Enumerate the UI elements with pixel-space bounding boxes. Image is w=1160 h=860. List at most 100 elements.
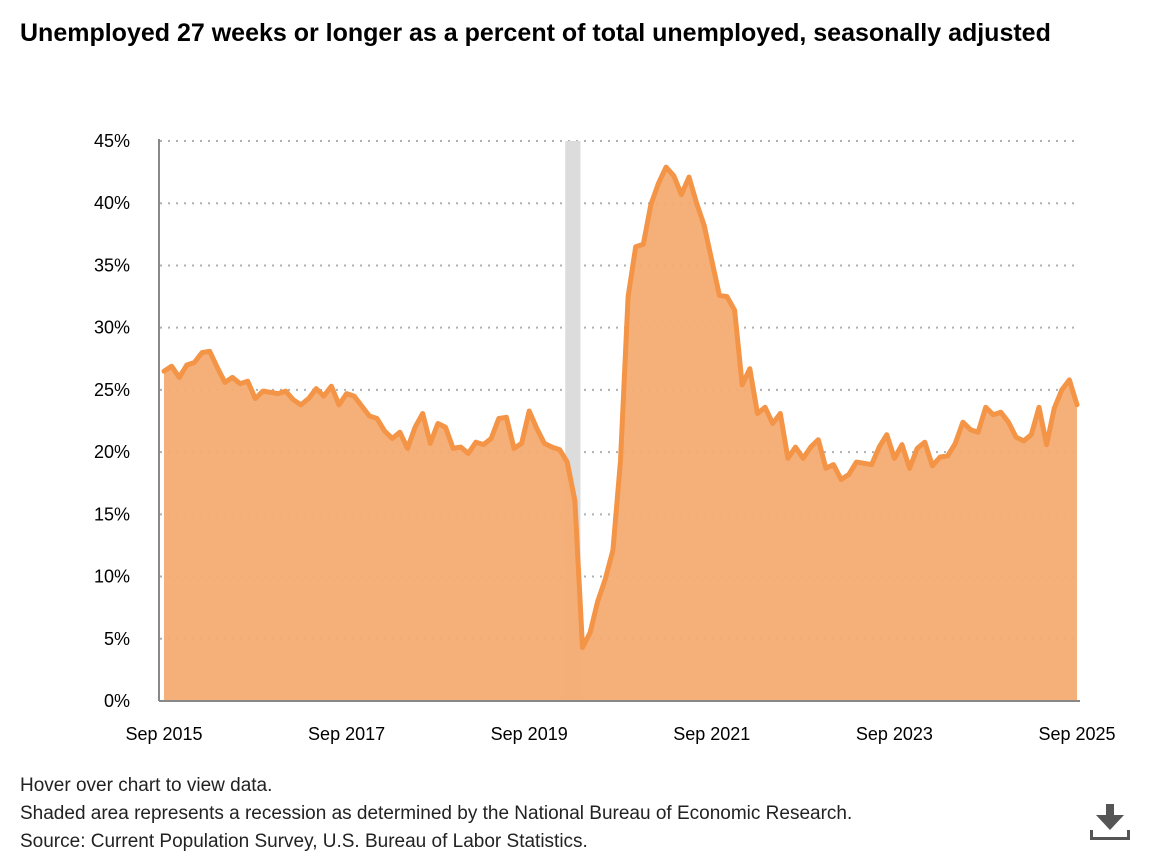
data-point[interactable]: [282, 387, 290, 395]
data-point[interactable]: [1012, 433, 1020, 441]
data-point[interactable]: [662, 163, 670, 171]
data-point[interactable]: [913, 444, 921, 452]
data-point[interactable]: [320, 392, 328, 400]
data-point[interactable]: [160, 367, 168, 375]
data-point[interactable]: [997, 408, 1005, 416]
data-point[interactable]: [198, 349, 206, 357]
data-point[interactable]: [989, 411, 997, 419]
data-point[interactable]: [799, 454, 807, 462]
data-point[interactable]: [906, 464, 914, 472]
data-point[interactable]: [335, 401, 343, 409]
data-point[interactable]: [753, 410, 761, 418]
data-point[interactable]: [426, 439, 434, 447]
data-point[interactable]: [540, 439, 548, 447]
data-point[interactable]: [890, 454, 898, 462]
data-point[interactable]: [175, 373, 183, 381]
data-point[interactable]: [677, 191, 685, 199]
data-point[interactable]: [244, 377, 252, 385]
data-point[interactable]: [868, 461, 876, 469]
data-point[interactable]: [518, 439, 526, 447]
data-point[interactable]: [769, 419, 777, 427]
data-point[interactable]: [563, 458, 571, 466]
data-point[interactable]: [396, 428, 404, 436]
data-point[interactable]: [487, 434, 495, 442]
data-point[interactable]: [365, 412, 373, 420]
data-point[interactable]: [601, 575, 609, 583]
data-point[interactable]: [898, 441, 906, 449]
data-point[interactable]: [206, 347, 214, 355]
data-point[interactable]: [784, 454, 792, 462]
data-point[interactable]: [822, 464, 830, 472]
data-point[interactable]: [594, 597, 602, 605]
data-point[interactable]: [502, 413, 510, 421]
data-point[interactable]: [1050, 405, 1058, 413]
data-point[interactable]: [267, 388, 275, 396]
data-point[interactable]: [738, 381, 746, 389]
data-point[interactable]: [289, 396, 297, 404]
data-point[interactable]: [814, 436, 822, 444]
data-point[interactable]: [168, 362, 176, 370]
data-point[interactable]: [852, 458, 860, 466]
data-point[interactable]: [327, 382, 335, 390]
data-point[interactable]: [312, 385, 320, 393]
download-button[interactable]: [1088, 800, 1132, 844]
data-point[interactable]: [571, 497, 579, 505]
data-point[interactable]: [791, 443, 799, 451]
data-point[interactable]: [510, 444, 518, 452]
data-point[interactable]: [936, 453, 944, 461]
data-point[interactable]: [746, 365, 754, 373]
data-point[interactable]: [305, 395, 313, 403]
data-point[interactable]: [586, 629, 594, 637]
data-point[interactable]: [921, 438, 929, 446]
data-point[interactable]: [860, 459, 868, 467]
chart[interactable]: 0% 5% 10% 15% 20% 25% 30% 35% 40% 45% Sep 2015 Sep…: [0, 0, 1160, 770]
data-point[interactable]: [297, 401, 305, 409]
data-point[interactable]: [1073, 401, 1081, 409]
data-point[interactable]: [259, 387, 267, 395]
data-point[interactable]: [670, 172, 678, 180]
data-point[interactable]: [213, 363, 221, 371]
data-point[interactable]: [700, 222, 708, 230]
data-point[interactable]: [1035, 403, 1043, 411]
data-point[interactable]: [525, 407, 533, 415]
data-point[interactable]: [982, 403, 990, 411]
data-point[interactable]: [685, 173, 693, 181]
data-point[interactable]: [1005, 418, 1013, 426]
data-point[interactable]: [480, 441, 488, 449]
data-point[interactable]: [617, 457, 625, 465]
data-point[interactable]: [776, 410, 784, 418]
data-point[interactable]: [464, 449, 472, 457]
data-point[interactable]: [1058, 386, 1066, 394]
data-point[interactable]: [190, 359, 198, 367]
data-point[interactable]: [845, 471, 853, 479]
data-point[interactable]: [966, 426, 974, 434]
data-point[interactable]: [807, 443, 815, 451]
data-point[interactable]: [875, 443, 883, 451]
data-point[interactable]: [578, 643, 586, 651]
data-point[interactable]: [928, 462, 936, 470]
data-point[interactable]: [221, 378, 229, 386]
data-point[interactable]: [548, 443, 556, 451]
data-point[interactable]: [830, 461, 838, 469]
data-point[interactable]: [236, 380, 244, 388]
data-point[interactable]: [883, 431, 891, 439]
data-point[interactable]: [1027, 431, 1035, 439]
data-point[interactable]: [624, 293, 632, 301]
data-point[interactable]: [442, 423, 450, 431]
data-point[interactable]: [350, 392, 358, 400]
data-point[interactable]: [251, 395, 259, 403]
data-point[interactable]: [951, 439, 959, 447]
data-point[interactable]: [693, 199, 701, 207]
data-point[interactable]: [761, 403, 769, 411]
data-point[interactable]: [419, 410, 427, 418]
data-point[interactable]: [1020, 437, 1028, 445]
data-point[interactable]: [381, 427, 389, 435]
data-point[interactable]: [632, 243, 640, 251]
data-point[interactable]: [403, 444, 411, 452]
data-point[interactable]: [343, 390, 351, 398]
data-point[interactable]: [358, 402, 366, 410]
data-point[interactable]: [944, 452, 952, 460]
data-point[interactable]: [959, 418, 967, 426]
data-point[interactable]: [708, 256, 716, 264]
data-point[interactable]: [388, 434, 396, 442]
